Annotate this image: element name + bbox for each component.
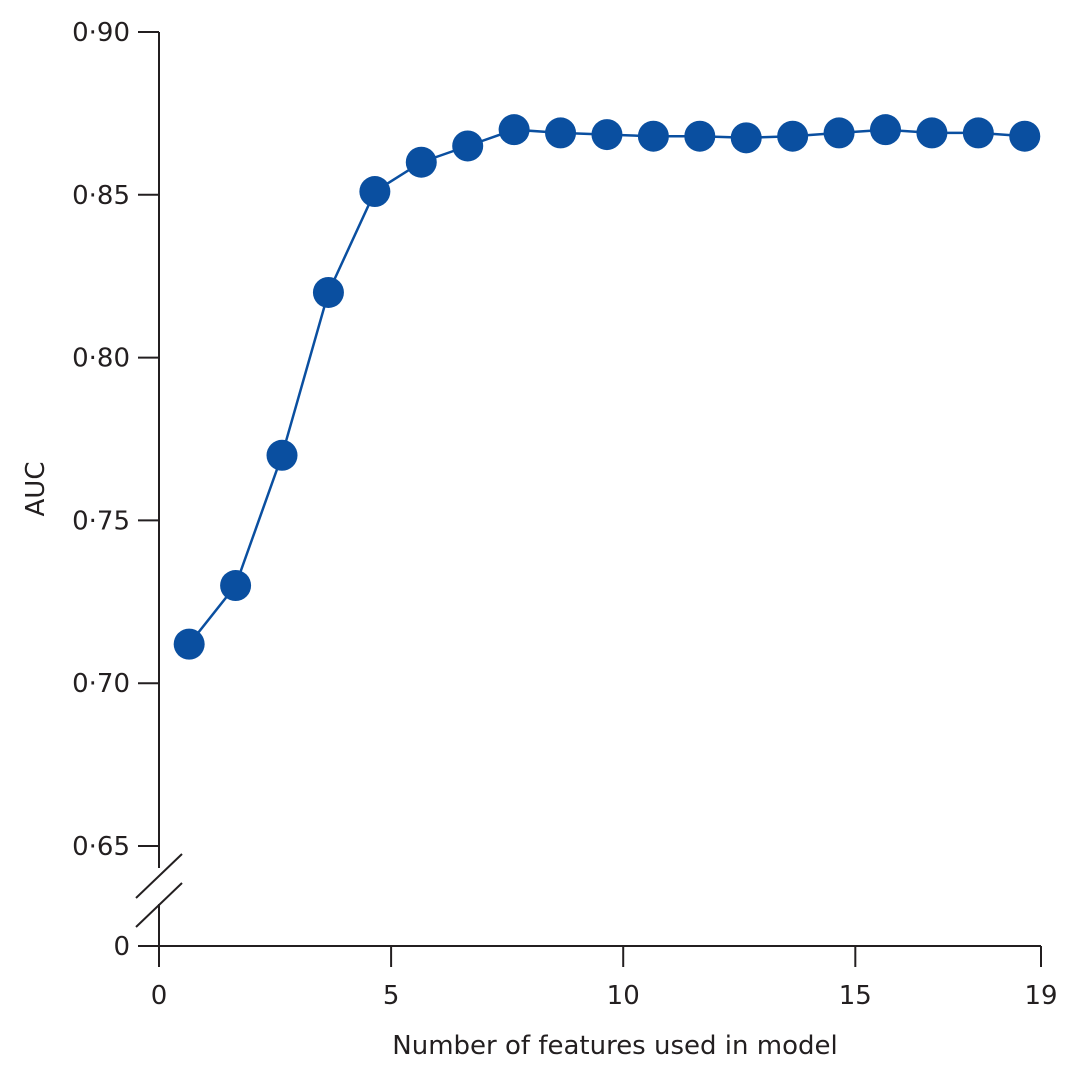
x-ticks: 0 5 10 15 19 <box>151 946 1058 1011</box>
x-tick-label-2: 10 <box>607 981 640 1011</box>
data-point-1 <box>173 628 205 660</box>
y-tick-label-1: 0·70 <box>72 669 130 699</box>
data-point-2 <box>220 570 252 602</box>
data-point-4 <box>312 276 344 308</box>
x-axis: 0 5 10 15 19 <box>151 945 1058 1011</box>
data-point-3 <box>266 439 298 471</box>
y-tick-label-5: 0·90 <box>72 18 130 48</box>
y-ticks: 0·65 0·70 0·75 0·80 0·85 0·90 <box>72 18 159 862</box>
x-tick-label-1: 5 <box>383 981 400 1011</box>
x-tick-label-3: 15 <box>839 981 872 1011</box>
plot-area <box>173 114 1041 660</box>
data-point-7 <box>452 130 484 162</box>
data-point-9 <box>545 117 577 149</box>
data-point-17 <box>916 117 948 149</box>
y-tick-label-2: 0·75 <box>72 506 130 536</box>
y-axis-break <box>135 853 183 928</box>
y-axis: 0 0·65 0·70 0·75 0·80 0·85 0·90 <box>72 18 183 962</box>
y-tick-label-4: 0·85 <box>72 181 130 211</box>
data-point-6 <box>405 146 437 178</box>
x-tick-label-4: 19 <box>1024 981 1057 1011</box>
series-line-0 <box>188 128 1025 645</box>
data-point-13 <box>730 122 762 154</box>
y-axis-break-mark-upper <box>135 853 183 899</box>
data-point-14 <box>777 120 809 152</box>
x-tick-label-0: 0 <box>151 981 168 1011</box>
y-axis-title: AUC <box>21 462 51 517</box>
y-axis-break-mark-lower <box>135 882 183 928</box>
data-point-15 <box>823 117 855 149</box>
y-zero-label: 0 <box>113 932 130 962</box>
y-tick-label-0: 0·65 <box>72 832 130 862</box>
data-point-5 <box>359 176 391 208</box>
data-point-18 <box>962 117 994 149</box>
data-point-19 <box>1009 120 1041 152</box>
data-point-11 <box>637 120 669 152</box>
data-point-16 <box>869 114 901 146</box>
data-point-10 <box>591 119 623 151</box>
x-axis-title: Number of features used in model <box>392 1031 837 1061</box>
y-tick-label-3: 0·80 <box>72 344 130 374</box>
data-point-12 <box>684 120 716 152</box>
data-point-8 <box>498 114 530 146</box>
